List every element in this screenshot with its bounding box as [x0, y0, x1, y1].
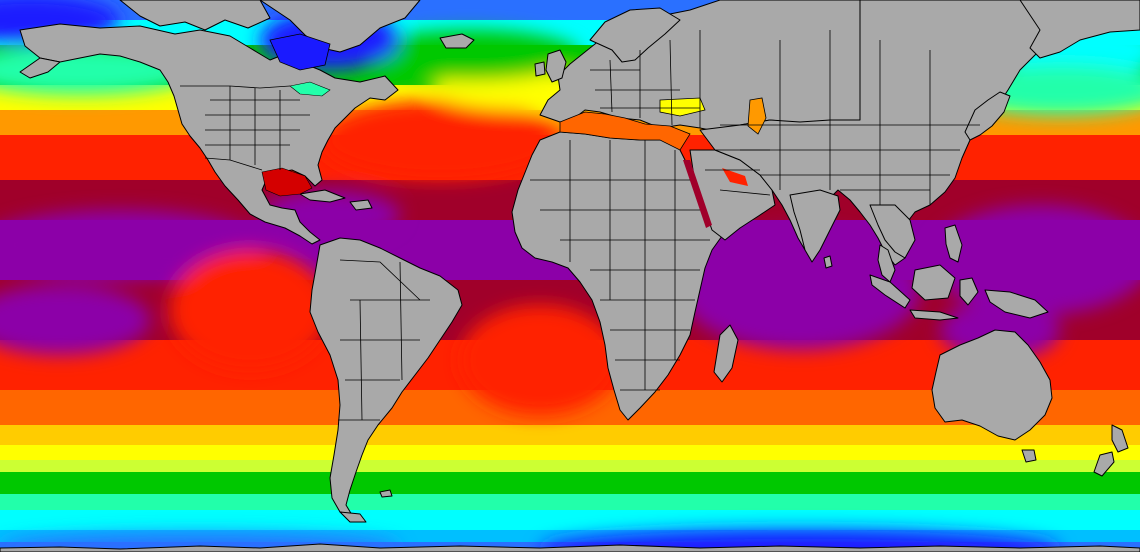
band-south-yellow — [0, 445, 1140, 460]
band-south-amber — [0, 425, 1140, 445]
new-zealand-south — [1093, 451, 1115, 477]
iceland — [439, 33, 475, 49]
border-asia — [720, 30, 980, 205]
band-south-green — [0, 472, 1140, 494]
red-sea — [683, 160, 712, 228]
madagascar — [713, 324, 739, 383]
hudson-bay — [269, 33, 331, 71]
sumatra — [869, 274, 911, 309]
east-pacific-red — [170, 250, 330, 370]
japan — [964, 91, 1011, 141]
arctic-islands — [119, 0, 271, 31]
border-europe — [590, 30, 701, 128]
country-borders — [180, 30, 980, 421]
south-america — [309, 237, 463, 516]
java — [909, 309, 959, 321]
sri-lanka — [823, 255, 833, 269]
new-guinea — [984, 289, 1049, 319]
alaska-peninsula — [19, 57, 61, 79]
border-usa-canada — [180, 85, 291, 89]
indochina — [869, 204, 916, 259]
antarctica-edge — [0, 543, 1140, 552]
north-atlantic-green — [360, 30, 580, 80]
northeast-asia — [1019, 0, 1140, 59]
band-south-cyan — [0, 510, 1140, 530]
border-south-america — [338, 259, 430, 421]
greenland — [259, 0, 421, 53]
sulawesi — [959, 277, 979, 306]
great-britain — [545, 49, 567, 83]
borneo — [911, 264, 956, 301]
border-africa — [530, 140, 710, 391]
pacific-west-purple — [0, 210, 260, 280]
hispaniola — [349, 199, 373, 211]
australia — [931, 329, 1053, 441]
falkland-islands — [379, 489, 393, 498]
great-lakes — [289, 81, 331, 97]
tierra-del-fuego — [339, 511, 367, 523]
gulf-of-mexico — [261, 167, 313, 197]
scandinavia — [589, 7, 681, 63]
south-atlantic-red — [460, 305, 620, 415]
persian-gulf — [722, 168, 748, 186]
border-us-states-grid — [205, 86, 310, 170]
new-zealand-north — [1111, 424, 1129, 453]
band-south-lime — [0, 460, 1140, 472]
cuba — [299, 189, 346, 203]
ireland — [534, 61, 546, 77]
border-middle-east — [700, 149, 771, 196]
band-south-teal — [0, 494, 1140, 510]
indian-ocean-purple — [680, 230, 920, 350]
pacific-warm-pool-east — [930, 205, 1140, 315]
mediterranean-sea — [559, 111, 691, 151]
india — [789, 189, 841, 263]
africa — [511, 131, 729, 421]
pacific-south-purple — [0, 285, 150, 355]
philippines — [944, 224, 963, 263]
north-atlantic-red — [320, 100, 560, 180]
tasmania — [1021, 449, 1037, 463]
